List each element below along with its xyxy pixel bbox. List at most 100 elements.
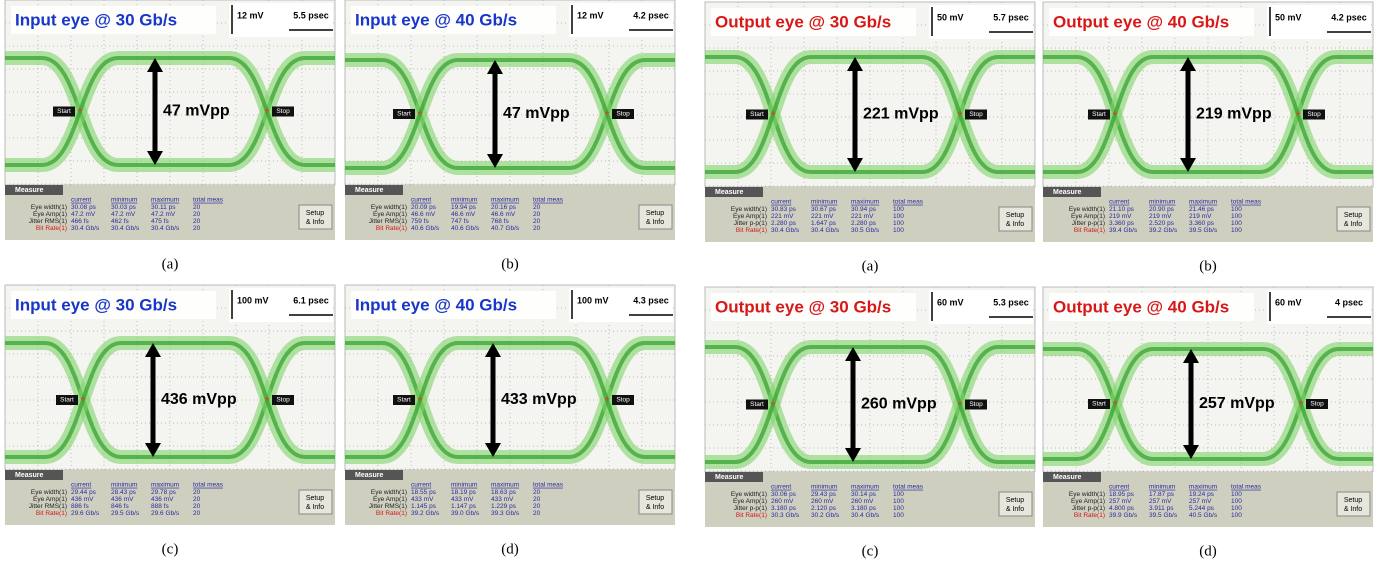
measure-label: Measure <box>15 187 44 194</box>
cell: 29.6 Gb/s <box>71 510 100 517</box>
cell: 30.94 ps <box>851 206 877 213</box>
eye-trace <box>705 345 1035 464</box>
cell: 466 fs <box>71 218 89 225</box>
arrow-head <box>845 347 861 361</box>
scale-box <box>229 288 333 322</box>
cell: 40.5 Gb/s <box>1189 512 1218 519</box>
amplitude-label: 260 mVpp <box>861 396 937 413</box>
column-header: maximum <box>491 197 519 204</box>
cell: 20 <box>193 211 201 218</box>
panel-title: Output eye @ 40 Gb/s <box>1053 12 1229 31</box>
cell: 18.19 ps <box>451 489 477 496</box>
info-label: & Info <box>306 219 324 226</box>
info-label: & Info <box>646 219 664 226</box>
start-marker: + <box>80 395 86 406</box>
cell: 30.4 Gb/s <box>71 225 100 232</box>
hscale-label: 4.2 psec <box>633 10 669 20</box>
column-header: total meas <box>193 197 224 204</box>
column-header: minimum <box>811 484 837 491</box>
amplitude-label: 219 mVpp <box>1196 106 1272 123</box>
eye-panel: Input eye @ 30 Gb/s 100 mV 6.1 psec 436 mVp… <box>4 284 336 557</box>
row-label: Eye width(1) <box>371 489 407 496</box>
cell: 747 fs <box>451 218 469 225</box>
setup-button <box>998 206 1033 232</box>
eye-panel: Output eye @ 30 Gb/s 60 mV 5.3 psec 260 mVp… <box>704 286 1036 559</box>
measure-tab <box>345 185 403 195</box>
cell: 4.800 ps <box>1109 505 1135 512</box>
column-header: maximum <box>1189 484 1217 491</box>
measure-tab <box>5 470 63 480</box>
row-label: Bit Rate(1) <box>376 225 407 232</box>
amplitude-label: 257 mVpp <box>1199 395 1275 412</box>
scale-box <box>929 290 1033 324</box>
hscale-label: 4.3 psec <box>633 295 669 305</box>
cell: 39.5 Gb/s <box>1189 227 1218 234</box>
column-header: minimum <box>1149 484 1175 491</box>
amplitude-label: 47 mVpp <box>163 103 230 120</box>
row-label: Jitter RMS(1) <box>369 503 407 510</box>
arrow-head <box>845 448 861 462</box>
setup-button <box>1336 206 1371 232</box>
row-label: Eye Amp(1) <box>1071 498 1105 505</box>
row-label: Jitter RMS(1) <box>29 503 67 510</box>
start-marker: + <box>1112 399 1118 410</box>
cell: 20 <box>533 225 541 232</box>
cell: 30.4 Gb/s <box>811 227 840 234</box>
cell: 39.5 Gb/s <box>1149 512 1178 519</box>
row-label: Eye width(1) <box>731 206 767 213</box>
eye-trace <box>5 341 335 459</box>
stop-label: Stop <box>1310 401 1324 408</box>
amplitude-label: 221 mVpp <box>863 106 939 123</box>
row-label: Jitter RMS(1) <box>369 218 407 225</box>
row-label: Eye Amp(1) <box>33 496 67 503</box>
caption: (d) <box>1199 543 1217 559</box>
column-header: maximum <box>491 482 519 489</box>
cell: 100 <box>1231 227 1242 234</box>
cell: 100 <box>893 491 904 498</box>
cell: 3.360 ps <box>1109 220 1135 227</box>
cell: 20 <box>533 496 541 503</box>
cell: 30.2 Gb/s <box>811 512 840 519</box>
eye-trace <box>345 341 675 459</box>
start-tag <box>56 395 78 405</box>
eye-trace <box>345 341 675 459</box>
cell: 39.2 Gb/s <box>411 510 440 517</box>
cell: 20 <box>533 204 541 211</box>
arrow-head <box>485 343 501 357</box>
cell: 2.120 ps <box>811 505 837 512</box>
cell: 18.63 ps <box>491 489 517 496</box>
cell: 100 <box>1231 220 1242 227</box>
info-label: & Info <box>1344 506 1362 513</box>
cell: 21.46 ps <box>1189 206 1215 213</box>
cell: 30.08 ps <box>71 204 97 211</box>
cell: 221 mV <box>811 213 834 220</box>
column-header: maximum <box>1189 199 1217 206</box>
cell: 1.229 ps <box>491 503 517 510</box>
eye-panel: Input eye @ 40 Gb/s 100 mV 4.3 psec 433 mVp… <box>344 284 676 557</box>
start-tag <box>746 399 768 410</box>
start-label: Start <box>397 397 411 404</box>
stop-label: Stop <box>276 108 290 115</box>
hscale-label: 4.2 psec <box>1331 12 1367 22</box>
cell: 3.180 ps <box>771 505 797 512</box>
info-label: & Info <box>1006 221 1024 228</box>
panel-title: Input eye @ 30 Gb/s <box>15 10 177 29</box>
column-header: total meas <box>893 484 924 491</box>
cell: 1.147 ps <box>451 503 477 510</box>
setup-button <box>298 489 333 515</box>
cell: 100 <box>1231 491 1242 498</box>
setup-label: Setup <box>1006 497 1024 504</box>
column-header: current <box>1109 199 1129 206</box>
stop-label: Stop <box>276 397 290 404</box>
arrow-head <box>145 443 161 457</box>
row-label: Eye Amp(1) <box>733 498 767 505</box>
column-header: total meas <box>193 482 224 489</box>
vscale-label: 60 mV <box>937 297 964 307</box>
start-label: Start <box>1092 401 1106 408</box>
cell: 20 <box>193 489 201 496</box>
stop-label: Stop <box>616 111 630 118</box>
vscale-label: 100 mV <box>577 295 609 305</box>
cell: 30.03 ps <box>111 204 137 211</box>
cell: 886 fs <box>71 503 89 510</box>
